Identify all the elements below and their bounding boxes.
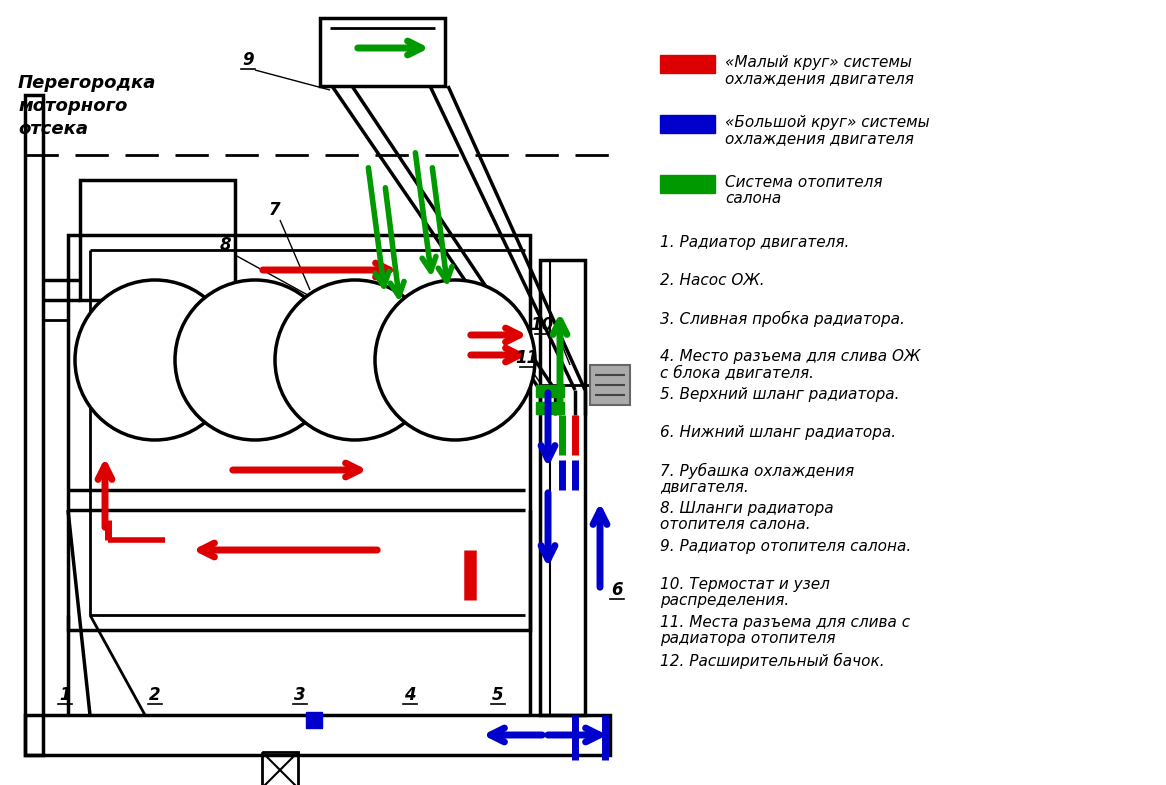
Bar — [660, 55, 715, 73]
Text: 10: 10 — [531, 316, 554, 334]
Bar — [24, 715, 610, 755]
Bar — [24, 95, 43, 755]
Text: 7. Рубашка охлаждения: 7. Рубашка охлаждения — [660, 463, 855, 479]
Bar — [536, 385, 564, 397]
Bar — [262, 752, 298, 785]
Circle shape — [275, 280, 435, 440]
Text: отопителя салона.: отопителя салона. — [660, 517, 810, 532]
Text: 5. Верхний шланг радиатора.: 5. Верхний шланг радиатора. — [660, 387, 899, 402]
Text: 2. Насос ОЖ.: 2. Насос ОЖ. — [660, 273, 765, 288]
Text: 8. Шланги радиатора: 8. Шланги радиатора — [660, 501, 834, 516]
Text: 12. Расширительный бачок.: 12. Расширительный бачок. — [660, 653, 885, 669]
Bar — [590, 365, 630, 405]
Circle shape — [175, 280, 335, 440]
Text: 3. Сливная пробка радиатора.: 3. Сливная пробка радиатора. — [660, 311, 905, 327]
Text: 9. Радиатор отопителя салона.: 9. Радиатор отопителя салона. — [660, 539, 912, 554]
Text: с блока двигателя.: с блока двигателя. — [660, 365, 814, 380]
Text: 4. Место разъема для слива ОЖ: 4. Место разъема для слива ОЖ — [660, 349, 920, 364]
Text: 1: 1 — [59, 686, 71, 704]
Text: 4: 4 — [405, 686, 416, 704]
Text: охлаждения двигателя: охлаждения двигателя — [725, 131, 914, 146]
Circle shape — [375, 280, 535, 440]
Text: 11: 11 — [515, 349, 539, 367]
Text: 3: 3 — [294, 686, 305, 704]
Text: распределения.: распределения. — [660, 593, 789, 608]
Text: 9: 9 — [243, 51, 254, 69]
Text: 5: 5 — [492, 686, 504, 704]
Text: 6: 6 — [611, 581, 623, 599]
Text: «Малый круг» системы: «Малый круг» системы — [725, 55, 912, 70]
Text: 6. Нижний шланг радиатора.: 6. Нижний шланг радиатора. — [660, 425, 897, 440]
Bar — [319, 18, 445, 86]
Text: 7: 7 — [269, 201, 281, 219]
Bar — [68, 235, 531, 630]
Bar — [540, 260, 585, 715]
Text: салона: салона — [725, 191, 781, 206]
Text: 11. Места разъема для слива с: 11. Места разъема для слива с — [660, 615, 911, 630]
Text: моторного: моторного — [17, 97, 127, 115]
Bar — [536, 402, 564, 414]
Text: Перегородка: Перегородка — [17, 74, 156, 92]
Bar — [660, 175, 715, 193]
Circle shape — [75, 280, 236, 440]
Text: 8: 8 — [219, 236, 231, 254]
Text: 10. Термостат и узел: 10. Термостат и узел — [660, 577, 830, 592]
Text: «Большой круг» системы: «Большой круг» системы — [725, 115, 929, 130]
Bar — [80, 180, 236, 300]
Bar — [305, 712, 322, 728]
Text: 1. Радиатор двигателя.: 1. Радиатор двигателя. — [660, 235, 849, 250]
Bar — [660, 115, 715, 133]
Text: 2: 2 — [149, 686, 161, 704]
Text: Система отопителя: Система отопителя — [725, 175, 883, 190]
Text: охлаждения двигателя: охлаждения двигателя — [725, 71, 914, 86]
Text: радиатора отопителя: радиатора отопителя — [660, 631, 836, 646]
Text: двигателя.: двигателя. — [660, 479, 749, 494]
Text: отсека: отсека — [17, 120, 87, 138]
